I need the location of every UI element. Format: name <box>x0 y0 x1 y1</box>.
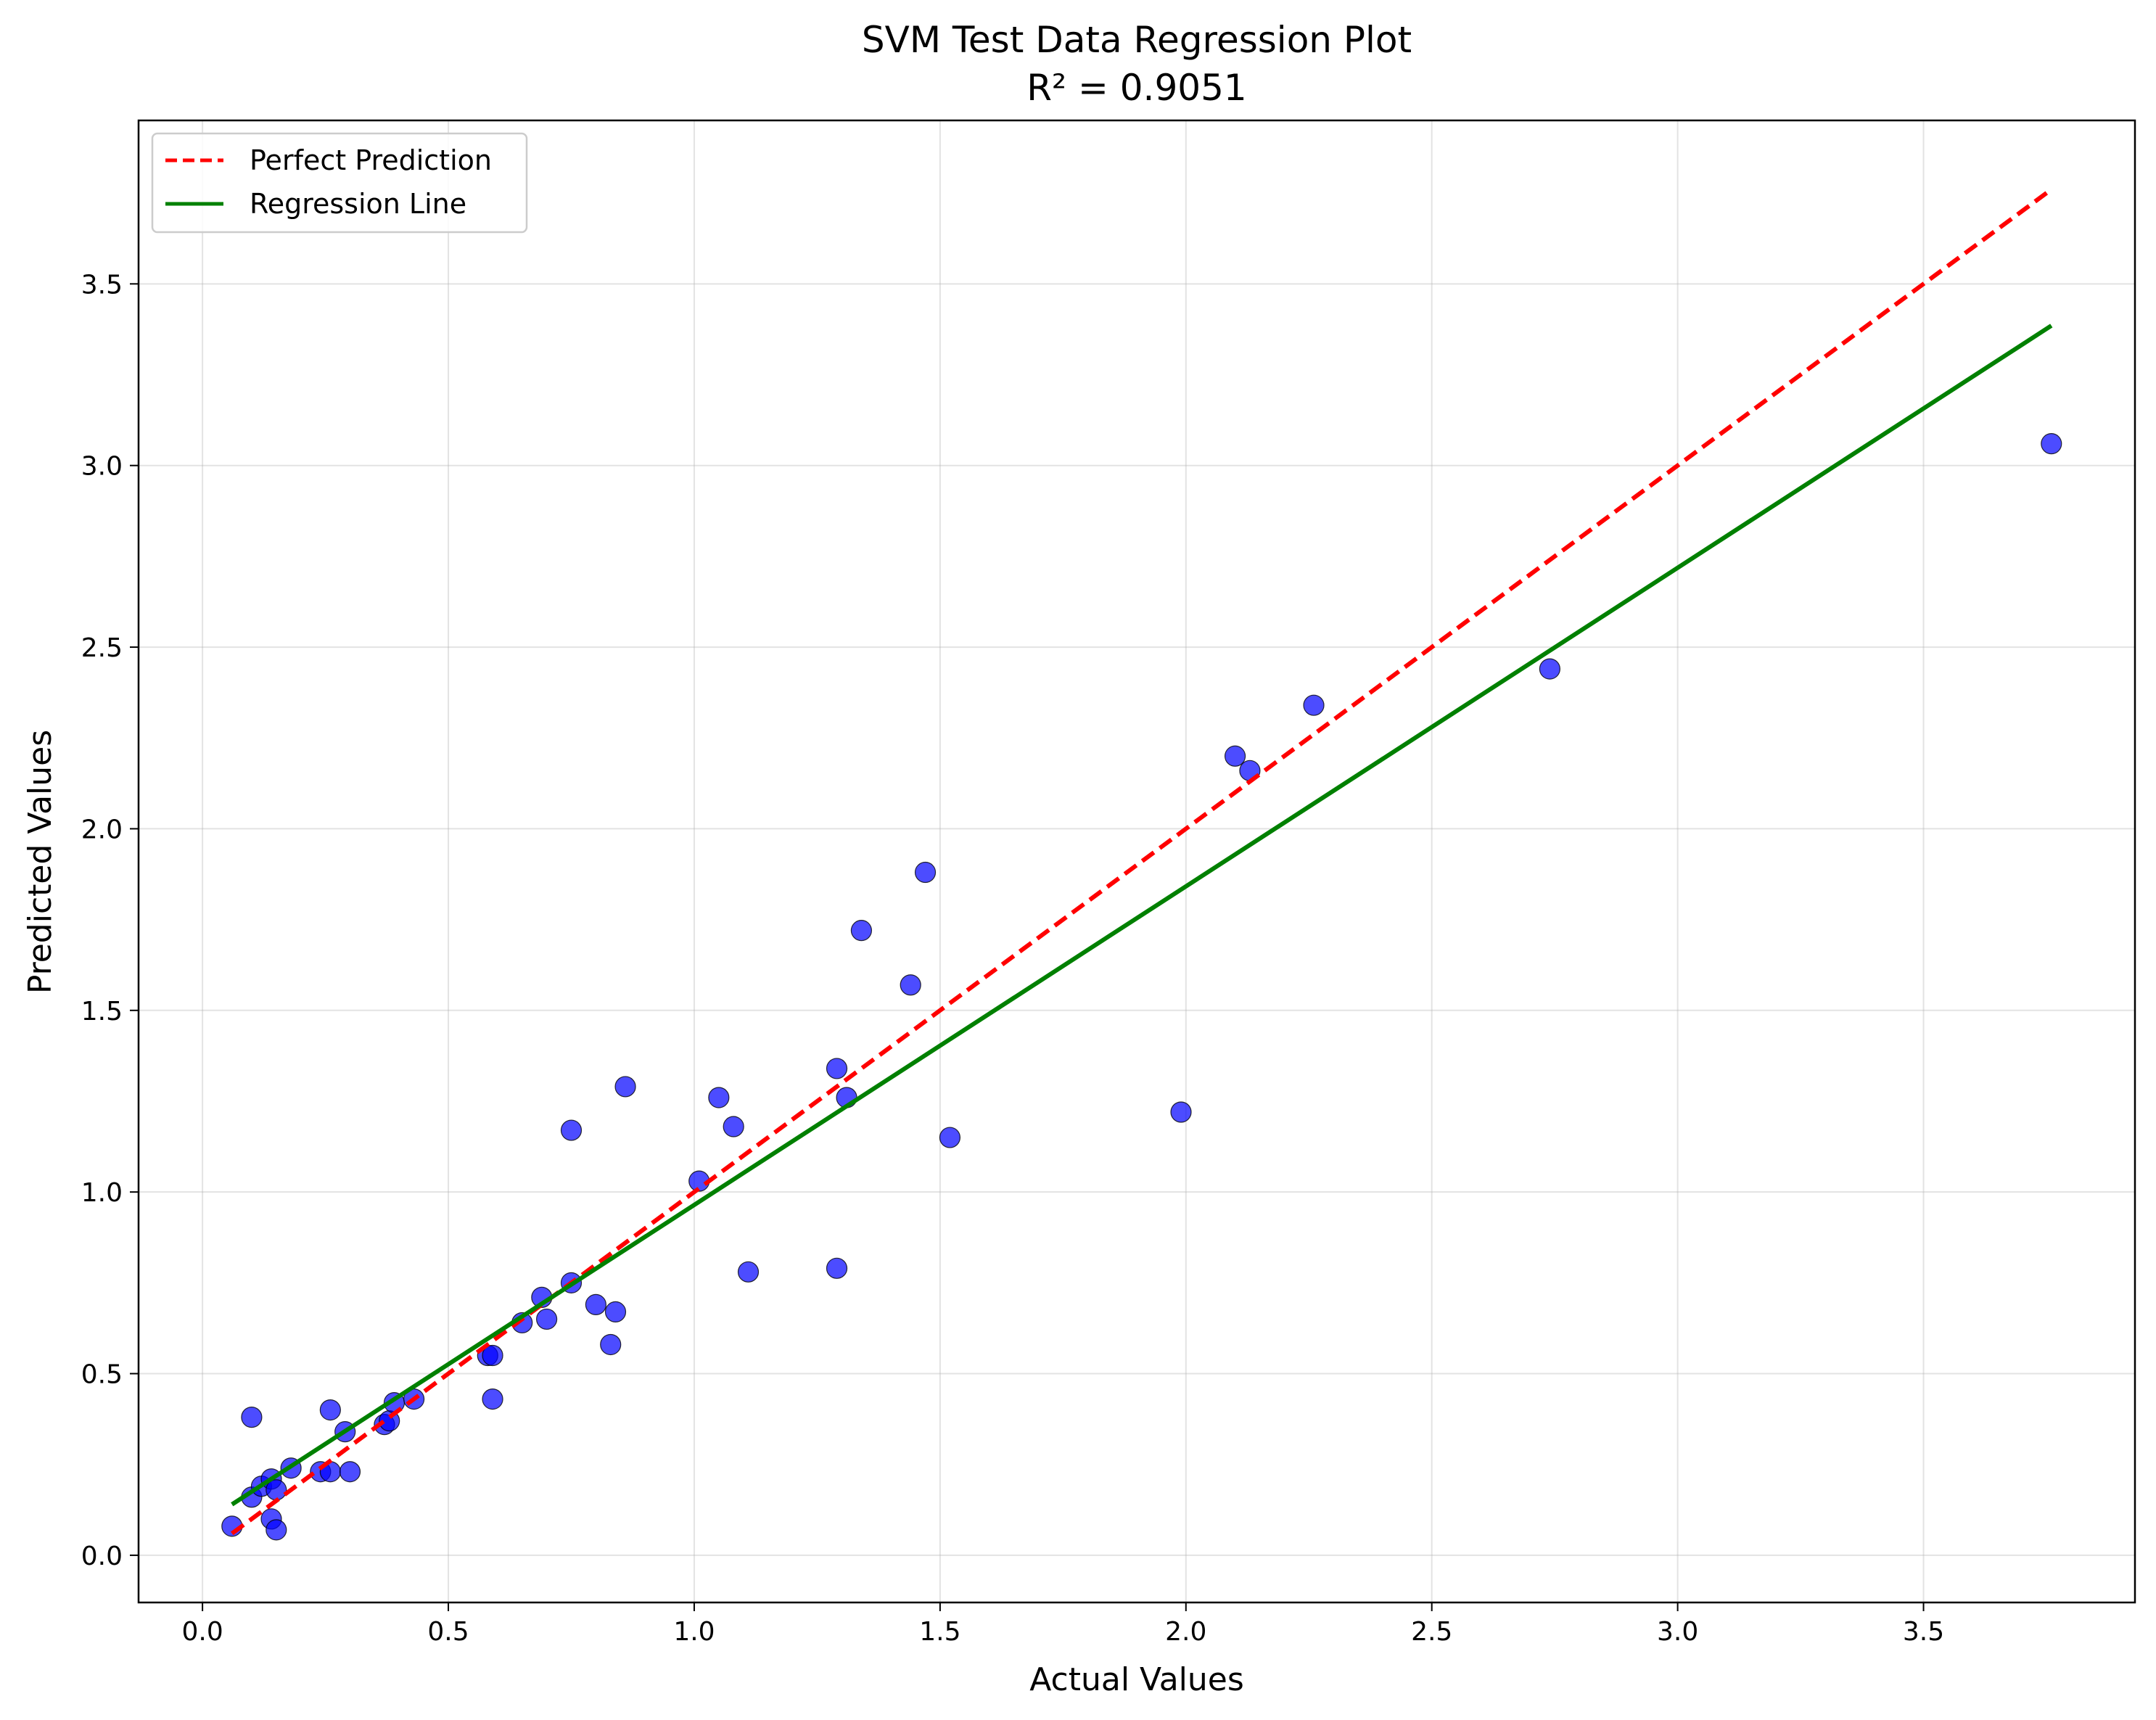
grid <box>139 120 2135 1602</box>
legend-box <box>151 132 528 234</box>
data-point <box>339 1461 361 1483</box>
plot-area-frame <box>137 119 2136 1604</box>
y-tick-label: 2.5 <box>81 633 123 663</box>
data-point <box>914 861 937 884</box>
data-point <box>900 974 921 996</box>
legend-label-perfect-prediction: Perfect Prediction <box>250 144 492 176</box>
data-point <box>2041 433 2062 455</box>
y-tick-label: 1.0 <box>81 1178 123 1208</box>
y-axis-label: Predicted Values <box>22 730 59 994</box>
y-tick-label: 0.0 <box>81 1542 123 1571</box>
data-point <box>1303 694 1325 716</box>
data-point <box>560 1119 583 1141</box>
chart-subtitle: R² = 0.9051 <box>1026 67 1246 109</box>
data-point <box>723 1116 744 1137</box>
x-tick-label: 0.5 <box>427 1617 469 1647</box>
data-point <box>1224 745 1246 767</box>
data-point <box>708 1087 730 1108</box>
legend-label-regression-line: Regression Line <box>250 188 466 220</box>
data-point <box>536 1308 558 1330</box>
y-tick-label: 1.5 <box>81 997 123 1026</box>
data-point <box>482 1344 503 1367</box>
y-tick-label: 2.0 <box>81 815 123 844</box>
data-point <box>482 1388 503 1410</box>
data-point <box>826 1257 848 1279</box>
x-tick-label: 2.5 <box>1411 1617 1452 1647</box>
data-point <box>1539 658 1560 680</box>
data-point <box>266 1519 287 1541</box>
y-tick-label: 0.5 <box>81 1360 123 1390</box>
series <box>221 187 2062 1541</box>
data-point <box>826 1058 848 1079</box>
data-point <box>241 1407 263 1428</box>
data-point <box>737 1261 760 1283</box>
data-point <box>939 1127 961 1148</box>
y-tick-label: 3.5 <box>81 270 123 300</box>
data-point <box>604 1301 627 1323</box>
legend: Perfect Prediction Regression Line <box>151 132 528 234</box>
data-point <box>600 1333 622 1356</box>
x-tick-label: 1.0 <box>673 1617 715 1647</box>
y-tick-label: 3.0 <box>81 452 123 482</box>
data-point <box>614 1076 636 1098</box>
x-tick-label: 3.5 <box>1903 1617 1944 1647</box>
data-point <box>1170 1101 1192 1123</box>
data-point <box>319 1399 341 1421</box>
x-tick-label: 3.0 <box>1657 1617 1698 1647</box>
data-point <box>585 1293 606 1315</box>
regression-line-line <box>231 324 2053 1507</box>
chart-title: SVM Test Data Regression Plot <box>862 19 1412 61</box>
axis-ticks: 0.0 0.5 1.0 1.5 2.0 2.5 3.0 3.5 0.0 0.5 1.0 1.5 2.0 2… <box>81 270 1944 1647</box>
x-tick-label: 1.5 <box>919 1617 960 1647</box>
perfect-prediction-line <box>231 187 2053 1536</box>
x-tick-label: 0.0 <box>181 1617 223 1647</box>
x-axis-label: Actual Values <box>1029 1661 1244 1698</box>
data-point <box>850 920 873 942</box>
x-tick-label: 2.0 <box>1165 1617 1206 1647</box>
